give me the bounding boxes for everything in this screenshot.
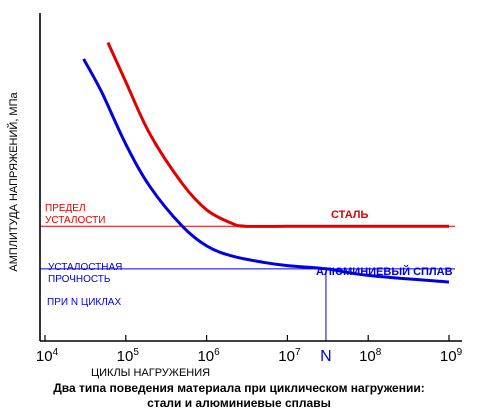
x-tick-label-1: 104 xyxy=(36,347,59,365)
x-tick-label-6: 109 xyxy=(440,347,463,365)
steel-series-label: СТАЛЬ xyxy=(331,209,368,221)
series-layer xyxy=(82,41,450,284)
x-ticks: 104 105 106 107 108 109 N xyxy=(36,335,463,365)
series-line-steel xyxy=(106,41,449,228)
axes xyxy=(39,13,462,342)
series-line-aluminum xyxy=(82,58,450,284)
fatigue-limit-label-1: ПРЕДЕЛ xyxy=(45,203,86,214)
x-tick-label-2: 105 xyxy=(117,347,140,365)
aluminum-series-label: АЛЮМИНИЕВЫЙ СПЛАВ xyxy=(316,265,453,278)
x-tick-label-3: 106 xyxy=(197,347,220,365)
caption-line-2: стали и алюминиевые сплавы xyxy=(147,396,331,410)
fatigue-limit-label-2: УСТАЛОСТИ xyxy=(45,215,105,226)
y-axis-label: АМПЛИТУДА НАПРЯЖЕНИЙ, МПа xyxy=(7,92,20,272)
fatigue-strength-label-1: УСТАЛОСТНАЯ xyxy=(48,262,122,273)
fatigue-strength-label-2: ПРОЧНОСТЬ xyxy=(48,274,111,285)
at-n-cycles-label: ПРИ N ЦИКЛАХ xyxy=(47,297,121,308)
caption-line-1: Два типа поведения материала при цикличе… xyxy=(53,381,425,395)
x-axis-label: ЦИКЛЫ НАГРУЖЕНИЯ xyxy=(91,367,210,379)
x-tick-label-5: 108 xyxy=(359,347,382,365)
n-marker-label: N xyxy=(320,348,332,365)
x-tick-label-4: 107 xyxy=(278,347,301,365)
